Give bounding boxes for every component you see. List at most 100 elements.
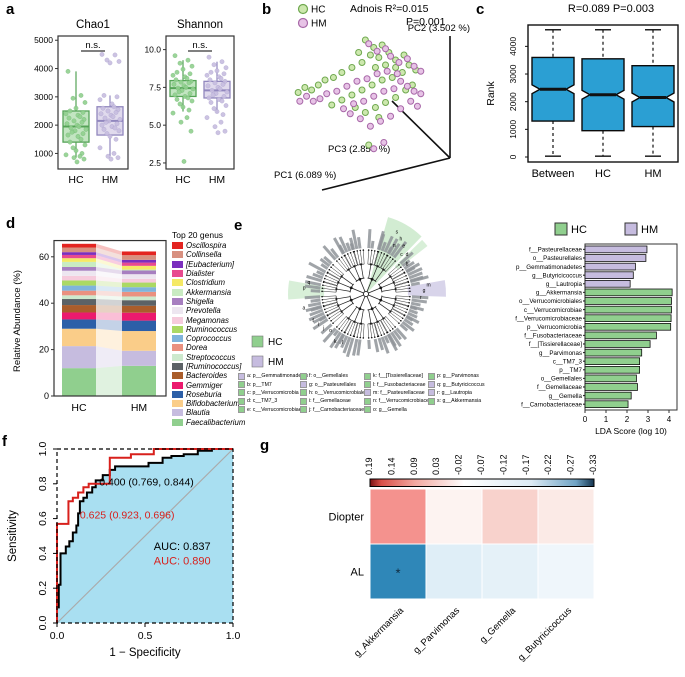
y-tick-label: 1.0 [37, 442, 49, 457]
x-tick-label: 0 [583, 415, 588, 424]
clade-bar [383, 335, 390, 344]
chart-title: Shannon [177, 19, 223, 31]
taxa-name: a: p__Gemmatimonadetes [247, 373, 309, 380]
stack-segment [122, 259, 156, 263]
heatmap-cell [369, 488, 427, 545]
leaf-branch [367, 250, 369, 265]
lda-bar [584, 374, 637, 383]
data-point [80, 131, 86, 137]
x-tick-label: 4 [667, 415, 672, 424]
clade-bar [357, 237, 362, 249]
clade-bar [383, 235, 394, 253]
x-category-label: Between [532, 168, 575, 180]
genus-legend-item: Shigella [172, 297, 290, 306]
tick-dot [583, 403, 585, 405]
data-point [104, 131, 110, 137]
data-point [99, 122, 105, 128]
leaf-dot [391, 328, 394, 330]
genus-color-swatch [172, 344, 183, 352]
genus-color-swatch [172, 381, 183, 389]
y-tick-label: 5.0 [149, 120, 161, 130]
stack-segment [122, 296, 156, 301]
taxa-name: h: o__Verrucomicrobiales [309, 389, 368, 396]
clade-letter: q [307, 280, 310, 286]
flow-band [96, 247, 122, 260]
scatter-point-HM [309, 97, 317, 105]
clade-bar [408, 271, 423, 280]
scatter-point-HM [363, 75, 371, 83]
y-tick-label: 2.5 [149, 158, 161, 168]
lda-bar [584, 254, 647, 262]
scatter-point-HM [417, 90, 425, 98]
taxa-key-item: b: p__TM7 [238, 380, 300, 389]
scatter-point-HC [366, 51, 374, 59]
taxa-color-swatch [300, 389, 307, 397]
genus-name: Collinsella [186, 250, 222, 260]
data-point [104, 57, 110, 63]
data-point [210, 92, 216, 98]
genus-name: Bacteroides [186, 371, 228, 381]
taxa-key-item: k: f__[Tissierellaceae] [364, 372, 428, 380]
leaf-branch [322, 299, 337, 304]
clade-bar [329, 331, 342, 349]
leaf-dot [391, 258, 394, 260]
leaf-branch [384, 317, 393, 330]
leaf-dot [336, 260, 338, 262]
leaf-branch [344, 255, 352, 268]
stats-label: R=0.089 P=0.003 [568, 3, 654, 15]
taxa-color-swatch [238, 406, 245, 414]
clade-letter: n [393, 243, 396, 249]
genus-legend: Top 20 genus Oscillospira Collinsella [Euba… [172, 230, 290, 427]
lda-bar-label: c__Verrucomicrobiae [524, 307, 583, 314]
taxa-color-swatch [428, 389, 435, 397]
leaf-dot [332, 264, 334, 266]
leaf-dot [389, 329, 392, 332]
genus-legend-item: Collinsella [172, 250, 290, 259]
clade-letter: p [303, 286, 306, 292]
chart-title: Chao1 [76, 19, 110, 31]
leaf-dot [359, 249, 362, 252]
taxa-color-swatch [364, 389, 371, 397]
leaf-branch [374, 251, 379, 266]
clade-bar [405, 266, 416, 274]
leaf-branch [380, 255, 388, 268]
data-point [224, 89, 230, 95]
threshold-red: 0.625 (0.923, 0.696) [80, 510, 175, 522]
arc [345, 267, 352, 272]
data-point [112, 52, 118, 58]
taxa-name: e: c__Verrucomicrobiae [247, 406, 302, 413]
genus-color-swatch [172, 409, 183, 417]
rank-boxplot: R=0.089 P=0.003 Rank 0 1000 2000 3000 4000 Betw… [485, 3, 679, 180]
leaf-dot [398, 264, 400, 266]
clade-letter: s [396, 229, 399, 235]
leaf-dot [401, 317, 404, 320]
panel-label-f: f [2, 433, 7, 450]
root-node [362, 290, 370, 298]
branch [360, 264, 364, 279]
tick-dot [583, 360, 585, 362]
branch [336, 296, 351, 300]
lda-bar-label: p__Verrucomicrobia [527, 324, 583, 331]
taxa-name: s: g__Akkermansia [437, 398, 482, 405]
leaf-dot [405, 274, 407, 277]
scatter-point-HM [343, 82, 351, 90]
clade-bar [334, 333, 345, 349]
leaf-branch [378, 253, 385, 267]
leaf-branch [322, 295, 337, 297]
leaf-dot [352, 335, 355, 337]
taxa-name: b: p__TM7 [247, 381, 272, 388]
clade-bar [392, 329, 402, 341]
data-point [107, 134, 113, 139]
leaf-dot [362, 249, 365, 251]
leaf-dot [386, 254, 389, 257]
stack-segment [62, 280, 96, 286]
leaf-dot [408, 287, 411, 290]
leaf-branch [382, 257, 391, 270]
data-point [82, 100, 88, 105]
leaf-dot [400, 319, 402, 322]
branch [341, 303, 354, 312]
leaf-branch [325, 306, 339, 313]
clade-bar [392, 241, 408, 259]
genus-color-swatch [172, 260, 183, 268]
data-point [187, 71, 193, 77]
